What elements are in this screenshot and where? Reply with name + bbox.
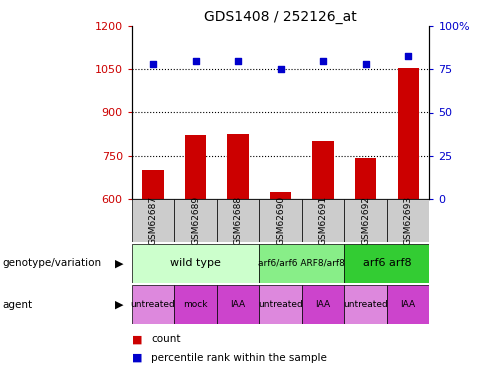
Text: ■: ■ — [132, 353, 142, 363]
Text: agent: agent — [2, 300, 33, 310]
Bar — [355, 159, 376, 199]
Bar — [387, 285, 429, 324]
Bar — [174, 199, 217, 242]
Bar — [345, 199, 387, 242]
Text: IAA: IAA — [230, 300, 245, 309]
Bar — [312, 141, 334, 199]
Bar — [302, 199, 345, 242]
Text: GSM62687: GSM62687 — [148, 196, 158, 245]
Text: count: count — [151, 334, 181, 344]
Bar — [132, 199, 174, 242]
Bar — [387, 199, 429, 242]
Bar — [142, 170, 163, 199]
Point — [149, 61, 157, 67]
Bar — [259, 285, 302, 324]
Text: GSM62692: GSM62692 — [361, 196, 370, 245]
Text: genotype/variation: genotype/variation — [2, 258, 102, 268]
Text: IAA: IAA — [316, 300, 331, 309]
Point — [362, 61, 369, 67]
Bar — [259, 244, 345, 283]
Bar — [132, 244, 259, 283]
Text: GSM62689: GSM62689 — [191, 196, 200, 245]
Text: untreated: untreated — [258, 300, 303, 309]
Bar — [259, 199, 302, 242]
Text: GSM62688: GSM62688 — [234, 196, 243, 245]
Bar — [132, 285, 174, 324]
Bar — [345, 244, 429, 283]
Bar — [398, 68, 419, 199]
Text: GSM62693: GSM62693 — [404, 196, 413, 245]
Text: ▶: ▶ — [115, 300, 124, 310]
Text: arf6/arf6 ARF8/arf8: arf6/arf6 ARF8/arf8 — [259, 259, 346, 268]
Text: mock: mock — [183, 300, 208, 309]
Point — [192, 58, 200, 64]
Bar — [227, 134, 249, 199]
Text: GSM62691: GSM62691 — [319, 196, 327, 245]
Point — [404, 53, 412, 58]
Text: ■: ■ — [132, 334, 142, 344]
Text: arf6 arf8: arf6 arf8 — [363, 258, 411, 268]
Bar — [185, 135, 206, 199]
Point — [277, 66, 285, 72]
Text: wild type: wild type — [170, 258, 221, 268]
Bar — [345, 285, 387, 324]
Point — [234, 58, 242, 64]
Title: GDS1408 / 252126_at: GDS1408 / 252126_at — [204, 10, 357, 24]
Bar — [270, 192, 291, 199]
Text: ▶: ▶ — [115, 258, 124, 268]
Text: untreated: untreated — [343, 300, 388, 309]
Bar — [302, 285, 345, 324]
Bar — [217, 199, 259, 242]
Point — [319, 58, 327, 64]
Text: percentile rank within the sample: percentile rank within the sample — [151, 353, 327, 363]
Bar — [217, 285, 259, 324]
Text: untreated: untreated — [131, 300, 175, 309]
Text: IAA: IAA — [401, 300, 416, 309]
Bar — [174, 285, 217, 324]
Text: GSM62690: GSM62690 — [276, 196, 285, 245]
